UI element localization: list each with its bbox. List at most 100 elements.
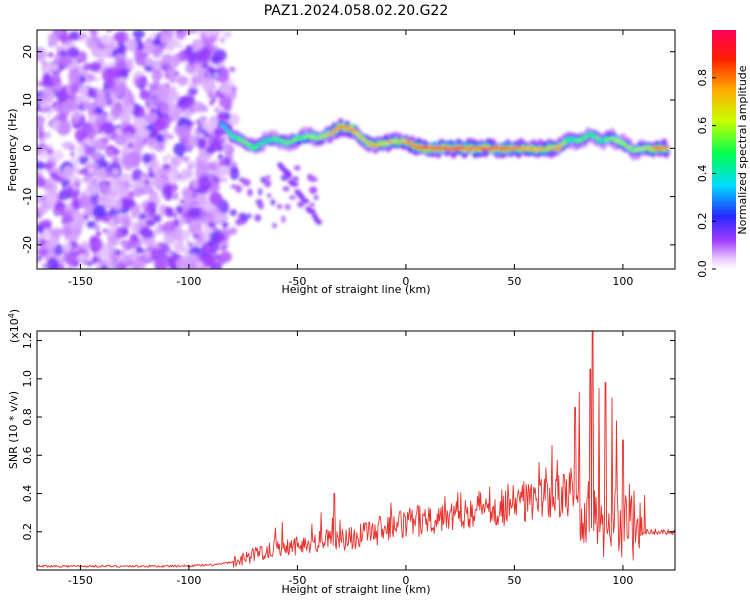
noise-blob [176, 124, 191, 140]
ridge-mark [360, 137, 365, 140]
ridge-mark [353, 131, 359, 134]
noise-blob [37, 130, 45, 139]
noise-blob [69, 83, 80, 94]
noise-blob [56, 255, 66, 265]
noise-blob [132, 258, 147, 269]
noise-blob [163, 156, 168, 163]
noise-blob [84, 249, 91, 258]
noise-blob [188, 201, 195, 209]
noise-blob [309, 176, 318, 183]
noise-blob [276, 203, 283, 210]
noise-blob [152, 214, 162, 223]
noise-blob [59, 91, 71, 102]
noise-blob [237, 217, 244, 225]
noise-blob [173, 231, 182, 240]
colorbar-tick-label: 0.4 [696, 165, 709, 183]
noise-blob [65, 264, 73, 269]
noise-blob [120, 249, 127, 256]
noise-blob [308, 186, 318, 194]
noise-blob [185, 62, 198, 75]
spectrogram-x-ticks: -150 -100 -50 0 50 100 [68, 30, 633, 288]
ridge-mark [249, 146, 255, 148]
noise-blob [260, 176, 266, 184]
noise-blob [176, 30, 182, 33]
noise-blob [99, 47, 112, 58]
ridge-mark [366, 142, 372, 144]
noise-blob [56, 122, 71, 136]
noise-blob [115, 53, 123, 62]
noise-blob [125, 58, 134, 66]
colorbar-label: Normalized spectral amplitude [736, 65, 749, 234]
noise-blob [189, 246, 202, 256]
noise-blob [230, 184, 238, 189]
noise-blob [138, 213, 147, 220]
noise-blob [62, 165, 75, 180]
noise-blob [173, 218, 180, 227]
noise-blob [119, 111, 132, 124]
ridge-mark [292, 181, 299, 187]
noise-blob [142, 153, 152, 164]
ridge-mark [349, 128, 355, 130]
noise-blob [164, 66, 177, 77]
noise-blob [41, 86, 55, 104]
noise-blob [83, 62, 91, 71]
noise-blob [115, 249, 120, 255]
noise-blob [143, 40, 156, 53]
noise-blob [87, 166, 95, 174]
x-tick-label: 0 [402, 574, 409, 587]
ridge-mark [583, 135, 589, 138]
noise-blob [127, 142, 134, 149]
noise-blob [186, 51, 197, 65]
ridge-mark [364, 140, 370, 143]
colorbar-tick-label: 0.8 [696, 69, 709, 87]
noise-blob [149, 188, 155, 193]
noise-blob [113, 31, 126, 43]
noise-blob [174, 241, 185, 253]
noise-blob [45, 241, 55, 249]
noise-blob [112, 168, 119, 176]
noise-blob [46, 80, 51, 86]
noise-blob [37, 195, 42, 205]
snr-x-label: Height of straight line (km) [281, 583, 430, 596]
noise-blob [135, 163, 140, 169]
snr-x-ticks: -150 -100 -50 0 50 100 [68, 331, 633, 587]
x-tick-label: -100 [176, 275, 201, 288]
noise-blob [68, 142, 73, 147]
noise-blob [150, 155, 157, 161]
noise-blob [246, 213, 252, 219]
ridge-mark [622, 143, 628, 146]
noise-blob [202, 77, 216, 93]
colorbar-bar [712, 30, 736, 269]
noise-blob [199, 47, 211, 62]
noise-blob [39, 101, 49, 110]
snr-y-multiplier: (x104) [7, 309, 21, 343]
noise-blob [218, 160, 225, 166]
noise-blob [181, 155, 190, 163]
y-tick-label: 20 [21, 45, 34, 59]
ridge-mark [357, 135, 363, 138]
noise-blob [171, 86, 177, 91]
noise-blob [72, 123, 80, 129]
noise-blob [62, 241, 72, 254]
noise-blob [120, 173, 132, 183]
ridge-mark [298, 194, 305, 200]
noise-blob [205, 137, 214, 144]
noise-blob [254, 214, 262, 222]
noise-blob [194, 240, 201, 246]
noise-blob [201, 62, 208, 69]
noise-blob [199, 118, 205, 125]
noise-blob [84, 145, 93, 156]
ridge-mark [227, 132, 233, 135]
noise-blob [168, 37, 179, 49]
noise-blob [62, 226, 73, 237]
noise-blob [162, 163, 171, 170]
ridge-mark [255, 144, 261, 147]
noise-blob [214, 107, 220, 113]
ridge-mark [247, 144, 253, 147]
noise-blob [132, 143, 143, 155]
noise-blob [182, 109, 193, 119]
ridge-mark [624, 145, 630, 148]
noise-blob [202, 234, 211, 242]
noise-blob [132, 180, 145, 191]
ridge-mark [587, 132, 593, 135]
